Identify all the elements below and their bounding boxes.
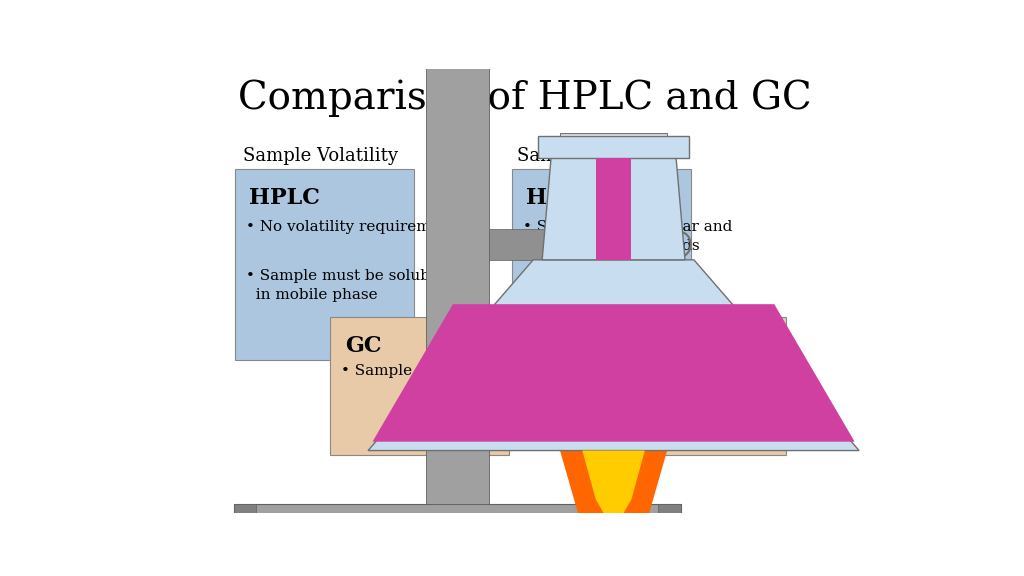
Text: • Sample must be volatile: • Sample must be volatile	[341, 364, 541, 378]
Text: • Sample must be soluble
  in mobile phase: • Sample must be soluble in mobile phase	[246, 269, 444, 302]
Text: GC: GC	[622, 335, 658, 357]
Text: Sample Polarity: Sample Polarity	[517, 147, 662, 165]
Text: • Separates both polar and
  non polar compounds: • Separates both polar and non polar com…	[523, 220, 732, 253]
Polygon shape	[368, 260, 859, 450]
FancyBboxPatch shape	[607, 317, 785, 455]
Bar	[560, 133, 668, 135]
FancyBboxPatch shape	[331, 317, 509, 455]
Polygon shape	[538, 135, 689, 158]
FancyBboxPatch shape	[236, 169, 414, 359]
Text: • No volatility requirement: • No volatility requirement	[246, 220, 456, 234]
FancyBboxPatch shape	[512, 169, 690, 359]
Text: • Samples are nonpolar
  and polar: • Samples are nonpolar and polar	[618, 364, 802, 397]
Text: Sample Volatility: Sample Volatility	[243, 147, 398, 165]
Polygon shape	[373, 304, 855, 442]
Text: HPLC: HPLC	[526, 187, 597, 209]
Polygon shape	[234, 504, 256, 539]
Polygon shape	[488, 229, 681, 260]
Polygon shape	[542, 158, 685, 260]
Polygon shape	[234, 504, 681, 539]
Text: Comparison of HPLC and GC: Comparison of HPLC and GC	[238, 79, 812, 117]
Polygon shape	[426, 0, 488, 504]
Text: GC: GC	[345, 335, 381, 357]
Polygon shape	[583, 450, 645, 530]
Polygon shape	[658, 504, 681, 539]
Text: HPLC: HPLC	[250, 187, 321, 209]
Polygon shape	[596, 158, 632, 260]
Polygon shape	[560, 450, 668, 548]
